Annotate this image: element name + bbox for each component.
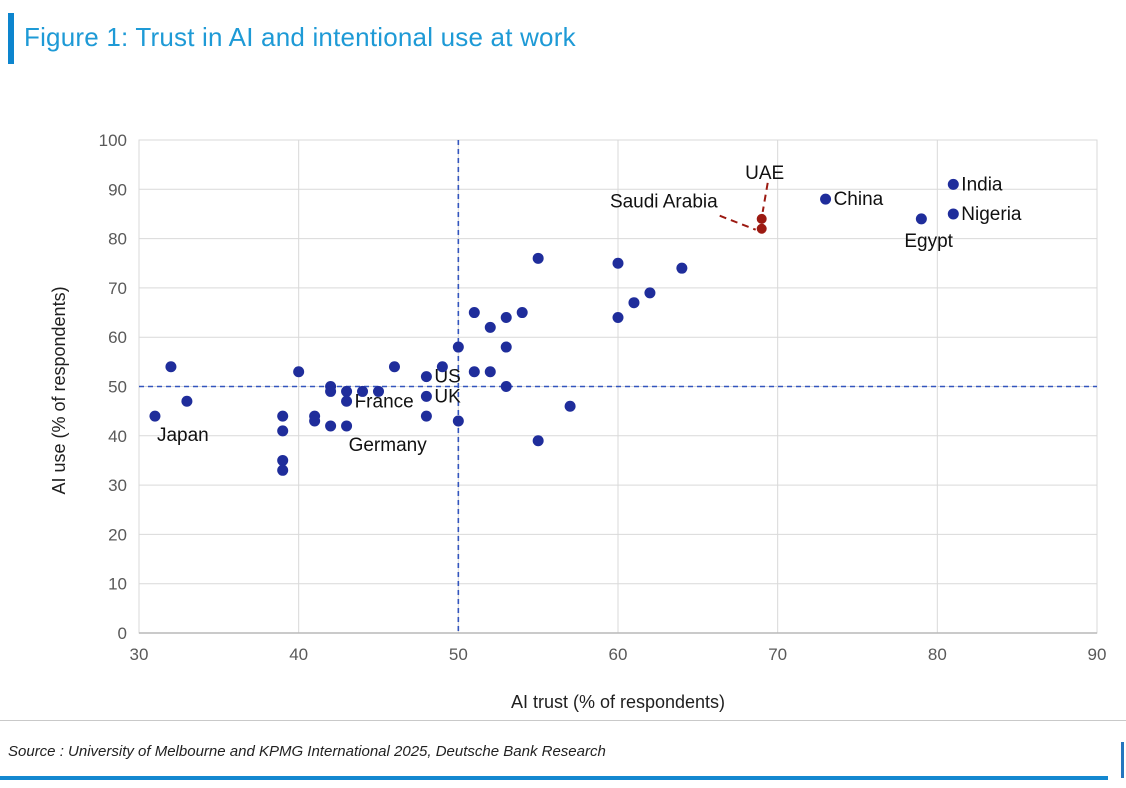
y-tick-label: 100 bbox=[99, 131, 127, 150]
data-point bbox=[612, 311, 624, 323]
data-point bbox=[420, 410, 432, 422]
label-leader-line bbox=[719, 214, 757, 231]
country-label: Egypt bbox=[904, 231, 953, 252]
data-point bbox=[277, 454, 289, 466]
data-point bbox=[357, 385, 369, 397]
data-point bbox=[309, 415, 321, 427]
data-point bbox=[293, 366, 305, 378]
bottom-border-line bbox=[0, 776, 1108, 780]
data-point bbox=[277, 410, 289, 422]
y-tick-label: 60 bbox=[108, 328, 127, 347]
data-point bbox=[277, 464, 289, 476]
data-point bbox=[644, 287, 656, 299]
data-point bbox=[325, 385, 337, 397]
country-label: Nigeria bbox=[961, 204, 1022, 225]
country-label: UK bbox=[434, 386, 461, 407]
data-point bbox=[452, 341, 464, 353]
data-point-uae bbox=[756, 213, 767, 224]
data-point-nigeria bbox=[947, 208, 959, 220]
data-point bbox=[484, 321, 496, 333]
data-point-egypt bbox=[915, 213, 927, 225]
data-point bbox=[628, 297, 640, 309]
country-label: Saudi Arabia bbox=[610, 192, 718, 213]
y-tick-label: 40 bbox=[108, 427, 127, 446]
label-leader-line bbox=[761, 182, 769, 213]
y-tick-label: 30 bbox=[108, 476, 127, 495]
y-tick-label: 80 bbox=[108, 230, 127, 249]
data-point bbox=[500, 311, 512, 323]
data-point-germany bbox=[341, 420, 353, 432]
figure-title: Figure 1: Trust in AI and intentional us… bbox=[24, 22, 576, 52]
data-point bbox=[500, 381, 512, 392]
data-point bbox=[325, 420, 337, 432]
data-point bbox=[468, 307, 480, 319]
data-point bbox=[532, 435, 544, 447]
bottom-right-border-tick bbox=[1121, 742, 1124, 778]
country-label: UAE bbox=[745, 163, 784, 184]
data-point-france bbox=[341, 395, 353, 407]
data-point-china bbox=[820, 193, 832, 205]
data-point-india bbox=[947, 178, 959, 190]
data-point bbox=[436, 361, 448, 373]
y-tick-label: 70 bbox=[108, 279, 127, 298]
data-point bbox=[452, 415, 464, 427]
data-point bbox=[676, 262, 688, 274]
data-point bbox=[564, 400, 576, 412]
data-point bbox=[341, 385, 353, 397]
data-point bbox=[277, 425, 289, 437]
data-point bbox=[500, 341, 512, 353]
title-accent-bar bbox=[8, 13, 14, 64]
y-tick-label: 20 bbox=[108, 525, 127, 544]
x-tick-label: 80 bbox=[928, 645, 947, 664]
data-point bbox=[532, 252, 544, 264]
data-point bbox=[516, 307, 528, 319]
data-point bbox=[468, 366, 480, 378]
y-tick-label: 0 bbox=[118, 624, 127, 643]
data-point bbox=[165, 361, 177, 373]
y-tick-label: 10 bbox=[108, 575, 127, 594]
x-tick-label: 60 bbox=[609, 645, 628, 664]
x-tick-label: 40 bbox=[289, 645, 308, 664]
data-point-us bbox=[420, 371, 432, 383]
y-axis-title: AI use (% of respondents) bbox=[49, 286, 69, 494]
x-tick-label: 70 bbox=[768, 645, 787, 664]
y-tick-label: 90 bbox=[108, 180, 127, 199]
x-tick-label: 50 bbox=[449, 645, 468, 664]
data-point bbox=[388, 361, 400, 373]
data-point-uk bbox=[420, 390, 432, 402]
data-point bbox=[484, 366, 496, 378]
data-point-japan bbox=[149, 410, 161, 422]
data-point bbox=[612, 257, 624, 269]
x-tick-label: 90 bbox=[1088, 645, 1107, 664]
data-point bbox=[373, 385, 384, 397]
country-label: Japan bbox=[157, 425, 209, 446]
x-tick-label: 30 bbox=[130, 645, 149, 664]
country-label: India bbox=[961, 174, 1003, 195]
data-point bbox=[181, 395, 193, 407]
x-axis-title: AI trust (% of respondents) bbox=[511, 692, 725, 712]
y-tick-label: 50 bbox=[108, 378, 127, 397]
country-label: China bbox=[834, 189, 884, 210]
source-text: Source : University of Melbourne and KPM… bbox=[8, 743, 606, 760]
data-point-saudi-arabia bbox=[756, 223, 767, 234]
country-label: France bbox=[355, 391, 414, 412]
source-divider bbox=[0, 720, 1126, 721]
country-label: Germany bbox=[349, 435, 428, 456]
